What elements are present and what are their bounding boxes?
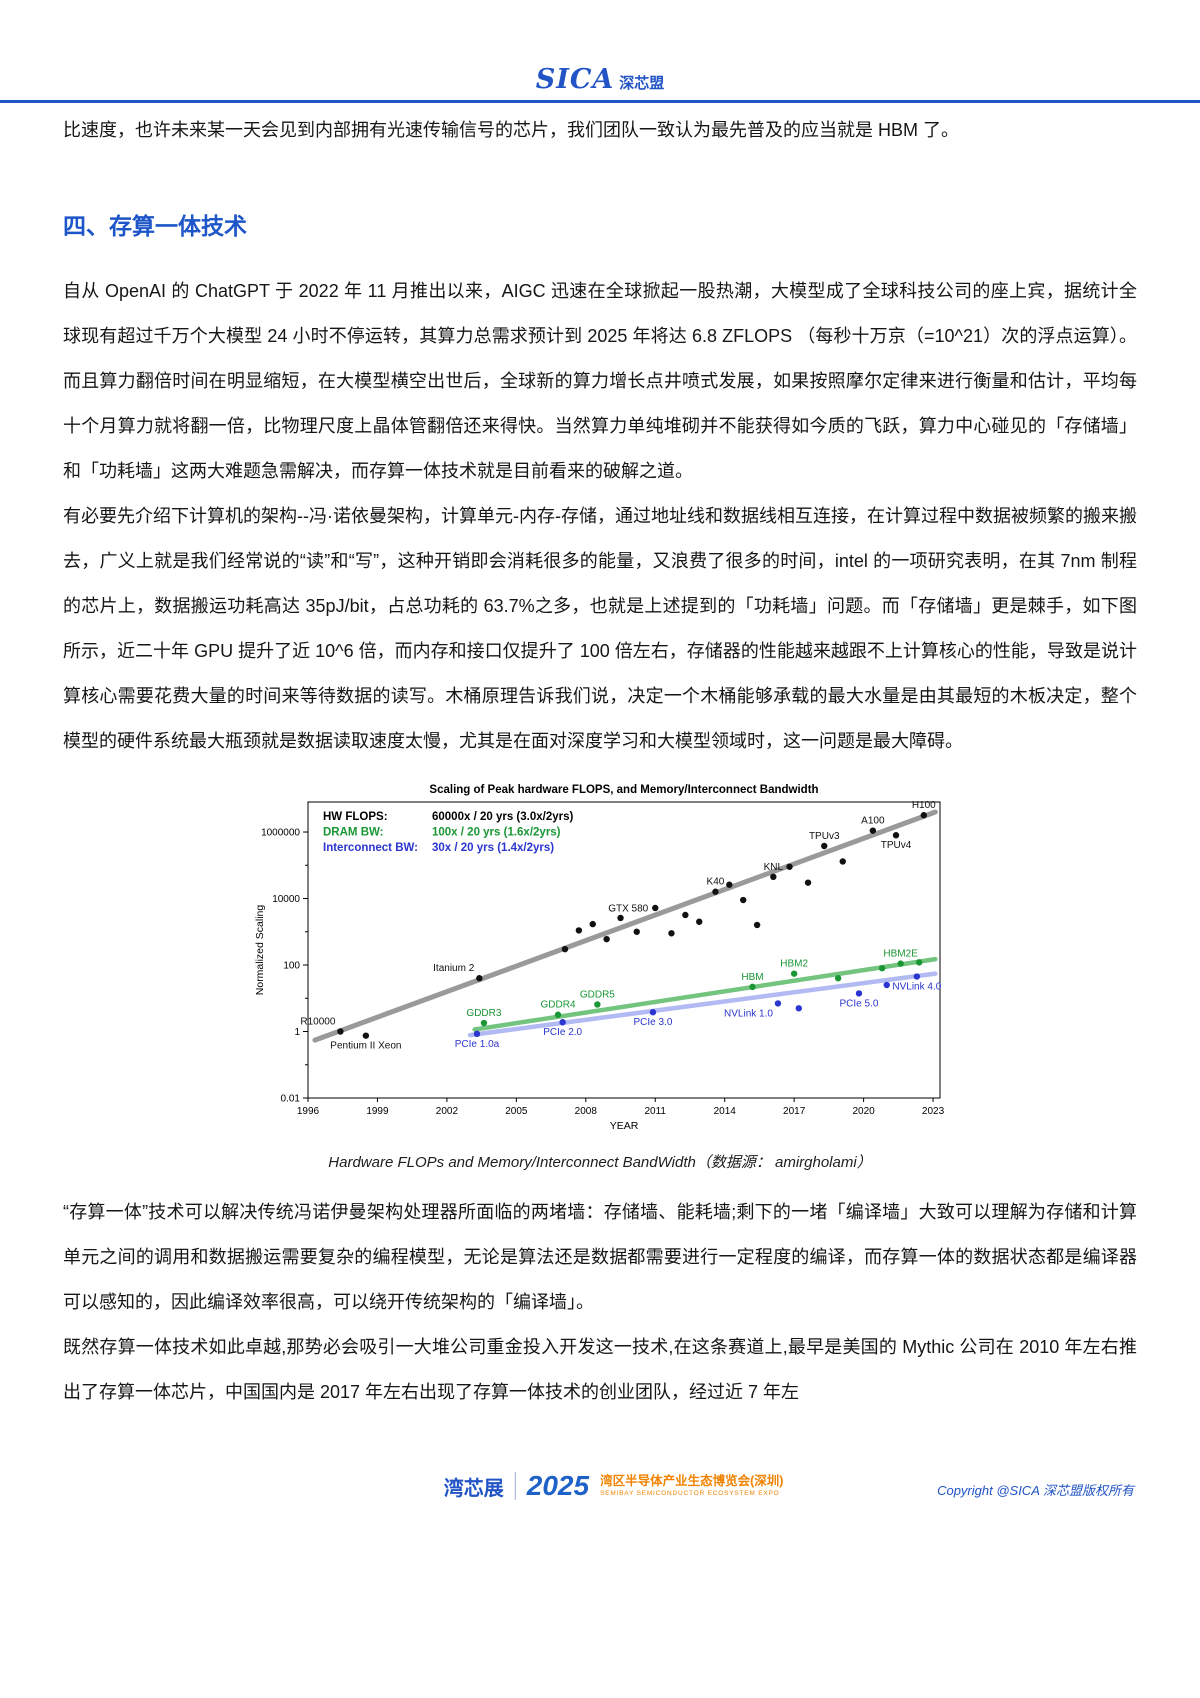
- flops-bandwidth-figure: Scaling of Peak hardware FLOPS, and Memo…: [250, 778, 950, 1172]
- paragraph-3: “存算一体”技术可以解决传统冯诺伊曼架构处理器所面临的两堵墙：存储墙、能耗墙;剩…: [63, 1202, 1137, 1312]
- sica-logo-cn-text: 深芯盟: [619, 75, 665, 92]
- svg-text:GTX 580: GTX 580: [608, 903, 648, 914]
- svg-text:2014: 2014: [714, 1106, 737, 1117]
- svg-text:PCIe 1.0a: PCIe 1.0a: [455, 1039, 500, 1050]
- svg-text:DRAM BW:: DRAM BW:: [323, 827, 383, 839]
- figure-caption: Hardware FLOPs and Memory/Interconnect B…: [328, 1154, 872, 1171]
- svg-text:HBM: HBM: [741, 972, 763, 983]
- svg-text:1999: 1999: [366, 1106, 389, 1117]
- paragraph-1: 自从 OpenAI 的 ChatGPT 于 2022 年 11 月推出以来，AI…: [63, 281, 1137, 481]
- svg-text:HW FLOPS:: HW FLOPS:: [323, 811, 388, 823]
- svg-text:2023: 2023: [922, 1106, 945, 1117]
- svg-text:PCIe 5.0: PCIe 5.0: [840, 998, 879, 1009]
- svg-text:H100: H100: [912, 800, 936, 811]
- svg-text:HBM2E: HBM2E: [883, 949, 918, 960]
- document-page: SICA 深芯盟 比速度，也许未来某一天会见到内部拥有光速传输信号的芯片，我们团…: [0, 0, 1200, 1501]
- svg-text:2002: 2002: [436, 1106, 459, 1117]
- expo-subtitle-cn: 湾区半导体产业生态博览会(深圳): [600, 1474, 784, 1489]
- svg-text:HBM2: HBM2: [780, 959, 808, 970]
- paragraph-2: 有必要先介绍下计算机的架构--冯·诺依曼架构，计算单元-内存-存储，通过地址线和…: [63, 506, 1137, 751]
- svg-text:2020: 2020: [852, 1106, 875, 1117]
- expo-divider: [514, 1472, 516, 1500]
- copyright-notice: Copyright @SICA 深芯盟版权所有: [937, 1483, 1134, 1498]
- expo-branding: 湾芯展 2025 湾区半导体产业生态博览会(深圳) SEMIBAY SEMICO…: [444, 1470, 784, 1502]
- expo-year: 2025: [526, 1470, 590, 1501]
- svg-text:NVLink 4.0: NVLink 4.0: [892, 982, 941, 993]
- svg-text:Interconnect BW:: Interconnect BW:: [323, 842, 418, 854]
- svg-text:Pentium II Xeon: Pentium II Xeon: [330, 1041, 401, 1052]
- svg-text:60000x / 20 yrs (3.0x/2yrs): 60000x / 20 yrs (3.0x/2yrs): [432, 811, 573, 823]
- svg-text:2017: 2017: [783, 1106, 806, 1117]
- page-footer: 湾芯展 2025 湾区半导体产业生态博览会(深圳) SEMIBAY SEMICO…: [0, 1466, 1200, 1518]
- flops-bandwidth-chart: Scaling of Peak hardware FLOPS, and Memo…: [254, 784, 945, 1132]
- svg-text:2008: 2008: [575, 1106, 598, 1117]
- svg-text:YEAR: YEAR: [610, 1120, 639, 1132]
- expo-subtitle: 湾区半导体产业生态博览会(深圳) SEMIBAY SEMICONDUCTOR E…: [600, 1474, 783, 1498]
- svg-text:A100: A100: [861, 816, 885, 827]
- paragraph-4: 既然存算一体技术如此卓越,那势必会吸引一大堆公司重金投入开发这一技术,在这条赛道…: [63, 1337, 1137, 1402]
- svg-text:PCIe 3.0: PCIe 3.0: [633, 1017, 672, 1028]
- svg-text:KNL: KNL: [764, 862, 784, 873]
- svg-text:TPUv4: TPUv4: [881, 840, 912, 851]
- svg-text:R10000: R10000: [300, 1017, 335, 1028]
- svg-text:GDDR3: GDDR3: [466, 1008, 501, 1019]
- svg-text:NVLink 1.0: NVLink 1.0: [724, 1008, 773, 1019]
- lead-paragraph: 比速度，也许未来某一天会见到内部拥有光速传输信号的芯片，我们团队一致认为最先普及…: [63, 120, 959, 140]
- svg-text:Normalized Scaling: Normalized Scaling: [254, 905, 266, 996]
- svg-text:1000000: 1000000: [261, 828, 300, 839]
- svg-text:Itanium 2: Itanium 2: [433, 963, 475, 974]
- svg-text:10000: 10000: [272, 894, 300, 905]
- svg-text:100: 100: [283, 961, 300, 972]
- svg-text:0.01: 0.01: [281, 1094, 301, 1105]
- svg-text:1996: 1996: [297, 1106, 320, 1117]
- svg-text:Scaling of Peak hardware FLOPS: Scaling of Peak hardware FLOPS, and Memo…: [429, 784, 818, 796]
- svg-text:K40: K40: [707, 877, 725, 888]
- svg-text:1: 1: [294, 1027, 300, 1038]
- page-header: SICA 深芯盟: [0, 0, 1200, 103]
- svg-text:PCIe 2.0: PCIe 2.0: [543, 1027, 582, 1038]
- svg-text:GDDR5: GDDR5: [580, 989, 615, 1000]
- section-heading: 四、存算一体技术: [63, 213, 247, 239]
- svg-text:TPUv3: TPUv3: [809, 831, 840, 842]
- svg-text:100x / 20 yrs (1.6x/2yrs): 100x / 20 yrs (1.6x/2yrs): [432, 827, 561, 839]
- svg-text:GDDR4: GDDR4: [541, 1000, 576, 1011]
- sica-logo-text: SICA: [535, 64, 615, 95]
- expo-name: 湾芯展: [443, 1477, 504, 1500]
- sica-logo: SICA 深芯盟: [536, 64, 665, 95]
- svg-text:30x / 20 yrs (1.4x/2yrs): 30x / 20 yrs (1.4x/2yrs): [432, 842, 554, 854]
- expo-subtitle-en: SEMIBAY SEMICONDUCTOR ECOSYSTEM EXPO: [600, 1489, 780, 1497]
- svg-text:2011: 2011: [644, 1106, 666, 1117]
- page-content: 比速度，也许未来某一天会见到内部拥有光速传输信号的芯片，我们团队一致认为最先普及…: [0, 108, 1200, 1415]
- svg-text:2005: 2005: [505, 1106, 528, 1117]
- header-divider-rule: [0, 100, 1200, 103]
